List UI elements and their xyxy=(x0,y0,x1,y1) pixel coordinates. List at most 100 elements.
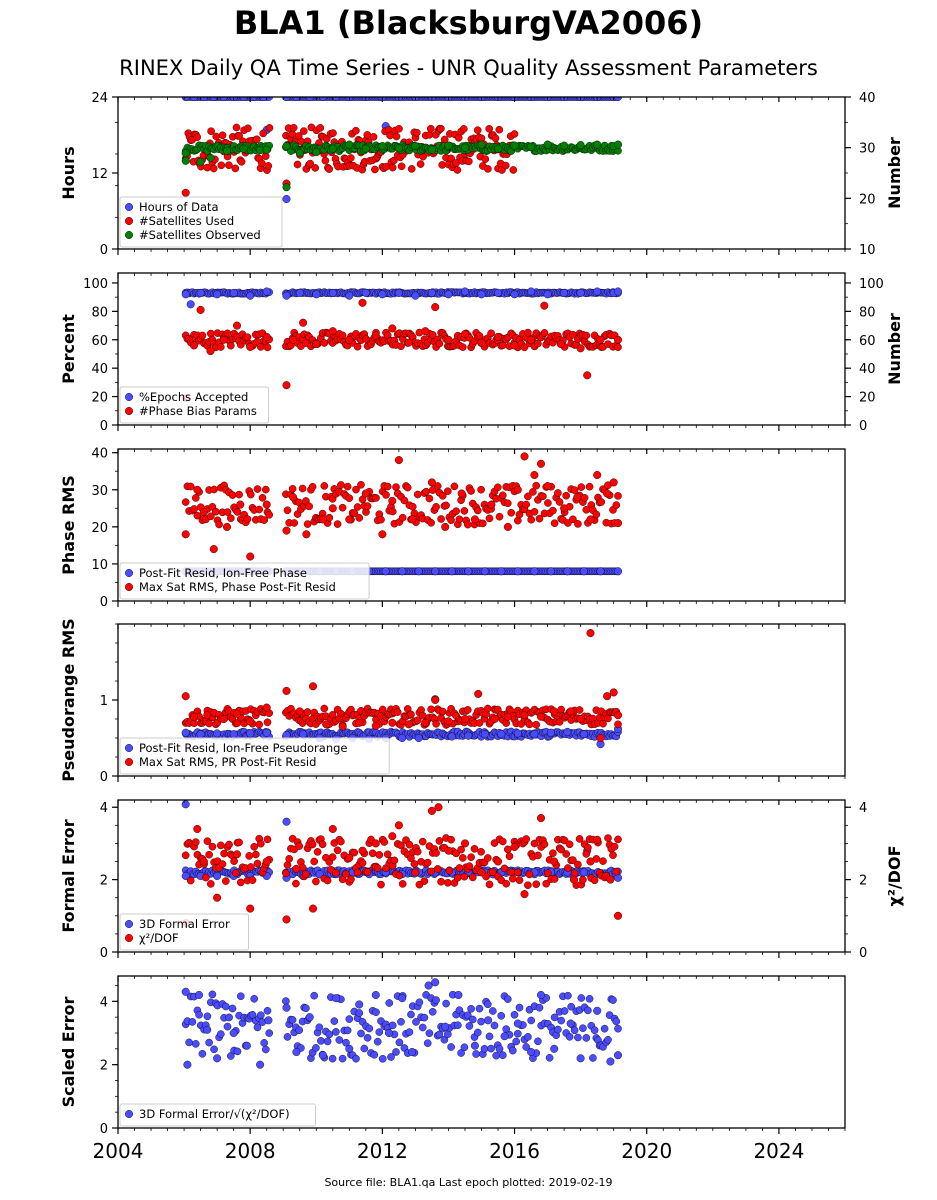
data-point-cloud xyxy=(443,879,452,887)
data-point xyxy=(295,149,304,158)
data-point-cloud xyxy=(383,482,392,491)
data-point-cloud xyxy=(400,496,409,505)
data-point xyxy=(181,800,190,809)
data-point-cloud xyxy=(508,874,517,883)
data-point-cloud xyxy=(310,857,319,866)
data-point-cloud xyxy=(564,864,572,872)
data-point xyxy=(190,97,198,101)
data-point xyxy=(563,567,572,576)
data-point-cloud xyxy=(435,837,444,845)
data-point xyxy=(199,97,208,101)
y-tick-label: 20 xyxy=(91,521,108,536)
data-point-cloud xyxy=(580,493,589,502)
data-point xyxy=(394,456,403,465)
data-point-cloud xyxy=(544,869,552,878)
data-point-cloud xyxy=(458,343,467,351)
data-point-cloud xyxy=(332,869,340,877)
data-point xyxy=(282,142,291,151)
data-point-cloud xyxy=(512,1037,521,1046)
data-point xyxy=(444,335,453,344)
data-point xyxy=(421,327,430,336)
data-point-cloud xyxy=(420,1013,429,1022)
plot-area xyxy=(181,800,623,928)
data-point-cloud xyxy=(237,157,246,166)
data-point-cloud xyxy=(255,720,264,729)
data-point xyxy=(345,140,354,149)
x-tick-label: 2012 xyxy=(357,1139,408,1163)
data-point-cloud xyxy=(236,992,245,1001)
data-point-cloud xyxy=(475,332,484,340)
data-point-cloud xyxy=(328,853,337,861)
data-point xyxy=(262,145,271,154)
data-point-cloud xyxy=(539,492,547,501)
data-point xyxy=(444,717,453,726)
data-point xyxy=(292,97,301,101)
data-point-cloud xyxy=(609,996,617,1004)
data-point-cloud xyxy=(425,494,434,503)
data-point-cloud xyxy=(554,1025,562,1034)
data-point-cloud xyxy=(303,520,312,528)
data-point xyxy=(232,709,241,718)
data-point-cloud xyxy=(440,1035,449,1044)
data-point xyxy=(444,846,453,855)
data-point xyxy=(596,734,605,743)
data-point xyxy=(378,142,387,151)
data-point xyxy=(566,707,575,716)
data-point xyxy=(213,893,222,902)
data-point xyxy=(262,703,271,712)
data-point xyxy=(312,290,321,299)
data-point-cloud xyxy=(423,858,432,867)
data-point-cloud xyxy=(453,874,462,882)
data-point-cloud xyxy=(252,135,261,144)
y-tick-label: 0 xyxy=(100,243,108,258)
data-point-cloud xyxy=(555,718,564,726)
data-point-cloud xyxy=(487,329,495,338)
data-point-cloud xyxy=(395,125,403,133)
legend-entry: Max Sat RMS, Phase Post-Fit Resid xyxy=(139,580,336,594)
data-point xyxy=(550,857,559,866)
data-point-cloud xyxy=(355,1009,364,1017)
data-point xyxy=(461,143,470,152)
data-point-cloud xyxy=(450,482,459,491)
y-tick-label: 4 xyxy=(100,995,108,1010)
data-point xyxy=(282,183,291,192)
data-point xyxy=(282,194,291,203)
series-2 xyxy=(181,123,519,197)
data-point-cloud xyxy=(612,501,621,509)
data-point-cloud xyxy=(233,1047,242,1056)
data-point xyxy=(358,846,367,855)
data-point-cloud xyxy=(250,843,258,851)
data-point xyxy=(262,500,271,509)
data-point-cloud xyxy=(579,875,587,884)
legend-entry: #Phase Bias Params xyxy=(139,404,257,418)
data-point-cloud xyxy=(415,998,424,1007)
plot-area xyxy=(181,97,623,203)
data-point-cloud xyxy=(338,875,347,884)
data-point-cloud xyxy=(570,486,579,495)
data-point xyxy=(480,730,489,739)
data-point xyxy=(408,515,417,524)
data-point xyxy=(232,850,241,859)
data-point xyxy=(431,303,440,312)
data-point-cloud xyxy=(438,491,447,500)
data-point xyxy=(332,97,341,101)
source-footer: Source file: BLA1.qa Last epoch plotted:… xyxy=(324,1176,613,1189)
y-tick-label: 10 xyxy=(91,558,108,573)
data-point-cloud xyxy=(302,870,310,879)
data-point xyxy=(196,730,205,739)
data-point-cloud xyxy=(592,510,601,519)
data-point-cloud xyxy=(604,834,612,842)
data-point-cloud xyxy=(223,329,232,338)
data-point xyxy=(229,730,238,739)
data-point-cloud xyxy=(577,483,586,491)
data-point xyxy=(494,857,503,866)
data-point-cloud xyxy=(534,1037,542,1046)
data-point-cloud xyxy=(507,508,516,517)
data-point-cloud xyxy=(472,1050,480,1058)
y-axis-label: Hours xyxy=(59,146,78,199)
data-point-cloud xyxy=(432,996,440,1004)
data-point xyxy=(427,288,436,297)
data-point-cloud xyxy=(532,720,541,729)
data-point-cloud xyxy=(261,152,270,160)
data-point-cloud xyxy=(473,506,482,515)
